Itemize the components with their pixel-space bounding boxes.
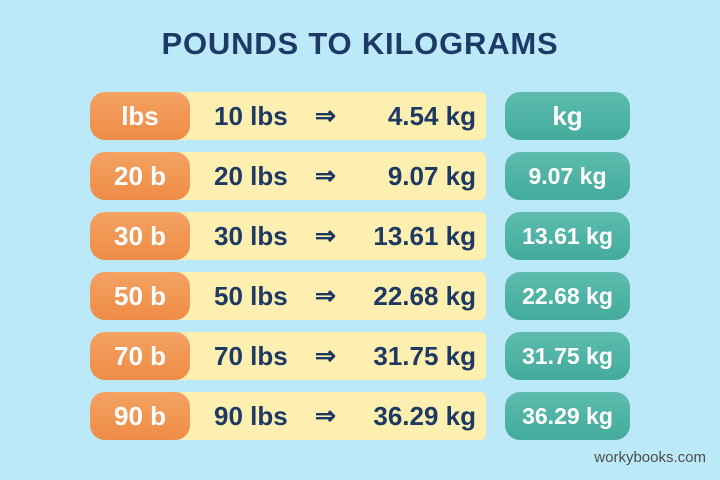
conversion-bar: 20 lbs ⇒ 9.07 kg — [178, 152, 486, 200]
lbs-pill: 90 b — [90, 392, 190, 440]
kg-value: 22.68 kg — [373, 280, 476, 311]
lbs-pill: 50 b — [90, 272, 190, 320]
lbs-pill: 30 b — [90, 212, 190, 260]
page-title: POUNDS TO KILOGRAMS — [161, 26, 559, 61]
kg-pill: kg — [505, 92, 630, 140]
lbs-value: 90 lbs — [214, 400, 288, 431]
lbs-pill: lbs — [90, 92, 190, 140]
kg-value: 13.61 kg — [373, 220, 476, 251]
lbs-pill: 70 b — [90, 332, 190, 380]
kg-pill: 13.61 kg — [505, 212, 630, 260]
table-row: 50 lbs ⇒ 22.68 kg 50 b 22.68 kg — [0, 272, 720, 320]
right-arrow-icon: ⇒ — [315, 402, 336, 430]
conversion-table: 10 lbs ⇒ 4.54 kg lbs kg 20 lbs ⇒ 9.07 kg… — [0, 92, 720, 440]
lbs-value: 50 lbs — [214, 280, 288, 311]
kg-value: 36.29 kg — [373, 400, 476, 431]
lbs-value: 30 lbs — [214, 220, 288, 251]
kg-pill: 22.68 kg — [505, 272, 630, 320]
kg-value: 31.75 kg — [373, 340, 476, 371]
right-arrow-icon: ⇒ — [315, 102, 336, 130]
table-row: 90 lbs ⇒ 36.29 kg 90 b 36.29 kg — [0, 392, 720, 440]
conversion-bar: 10 lbs ⇒ 4.54 kg — [178, 92, 486, 140]
conversion-bar: 50 lbs ⇒ 22.68 kg — [178, 272, 486, 320]
right-arrow-icon: ⇒ — [315, 282, 336, 310]
lbs-value: 20 lbs — [214, 160, 288, 191]
table-row: 10 lbs ⇒ 4.54 kg lbs kg — [0, 92, 720, 140]
lbs-value: 70 lbs — [214, 340, 288, 371]
table-row: 30 lbs ⇒ 13.61 kg 30 b 13.61 kg — [0, 212, 720, 260]
table-row: 70 lbs ⇒ 31.75 kg 70 b 31.75 kg — [0, 332, 720, 380]
kg-value: 4.54 kg — [387, 100, 476, 131]
right-arrow-icon: ⇒ — [315, 342, 336, 370]
lbs-pill: 20 b — [90, 152, 190, 200]
conversion-bar: 30 lbs ⇒ 13.61 kg — [178, 212, 486, 260]
kg-pill: 9.07 kg — [505, 152, 630, 200]
watermark: workybooks.com — [594, 449, 706, 466]
kg-value: 9.07 kg — [387, 160, 476, 191]
kg-pill: 31.75 kg — [505, 332, 630, 380]
conversion-bar: 90 lbs ⇒ 36.29 kg — [178, 392, 486, 440]
lbs-value: 10 lbs — [214, 100, 288, 131]
kg-pill: 36.29 kg — [505, 392, 630, 440]
table-row: 20 lbs ⇒ 9.07 kg 20 b 9.07 kg — [0, 152, 720, 200]
right-arrow-icon: ⇒ — [315, 162, 336, 190]
conversion-bar: 70 lbs ⇒ 31.75 kg — [178, 332, 486, 380]
right-arrow-icon: ⇒ — [315, 222, 336, 250]
